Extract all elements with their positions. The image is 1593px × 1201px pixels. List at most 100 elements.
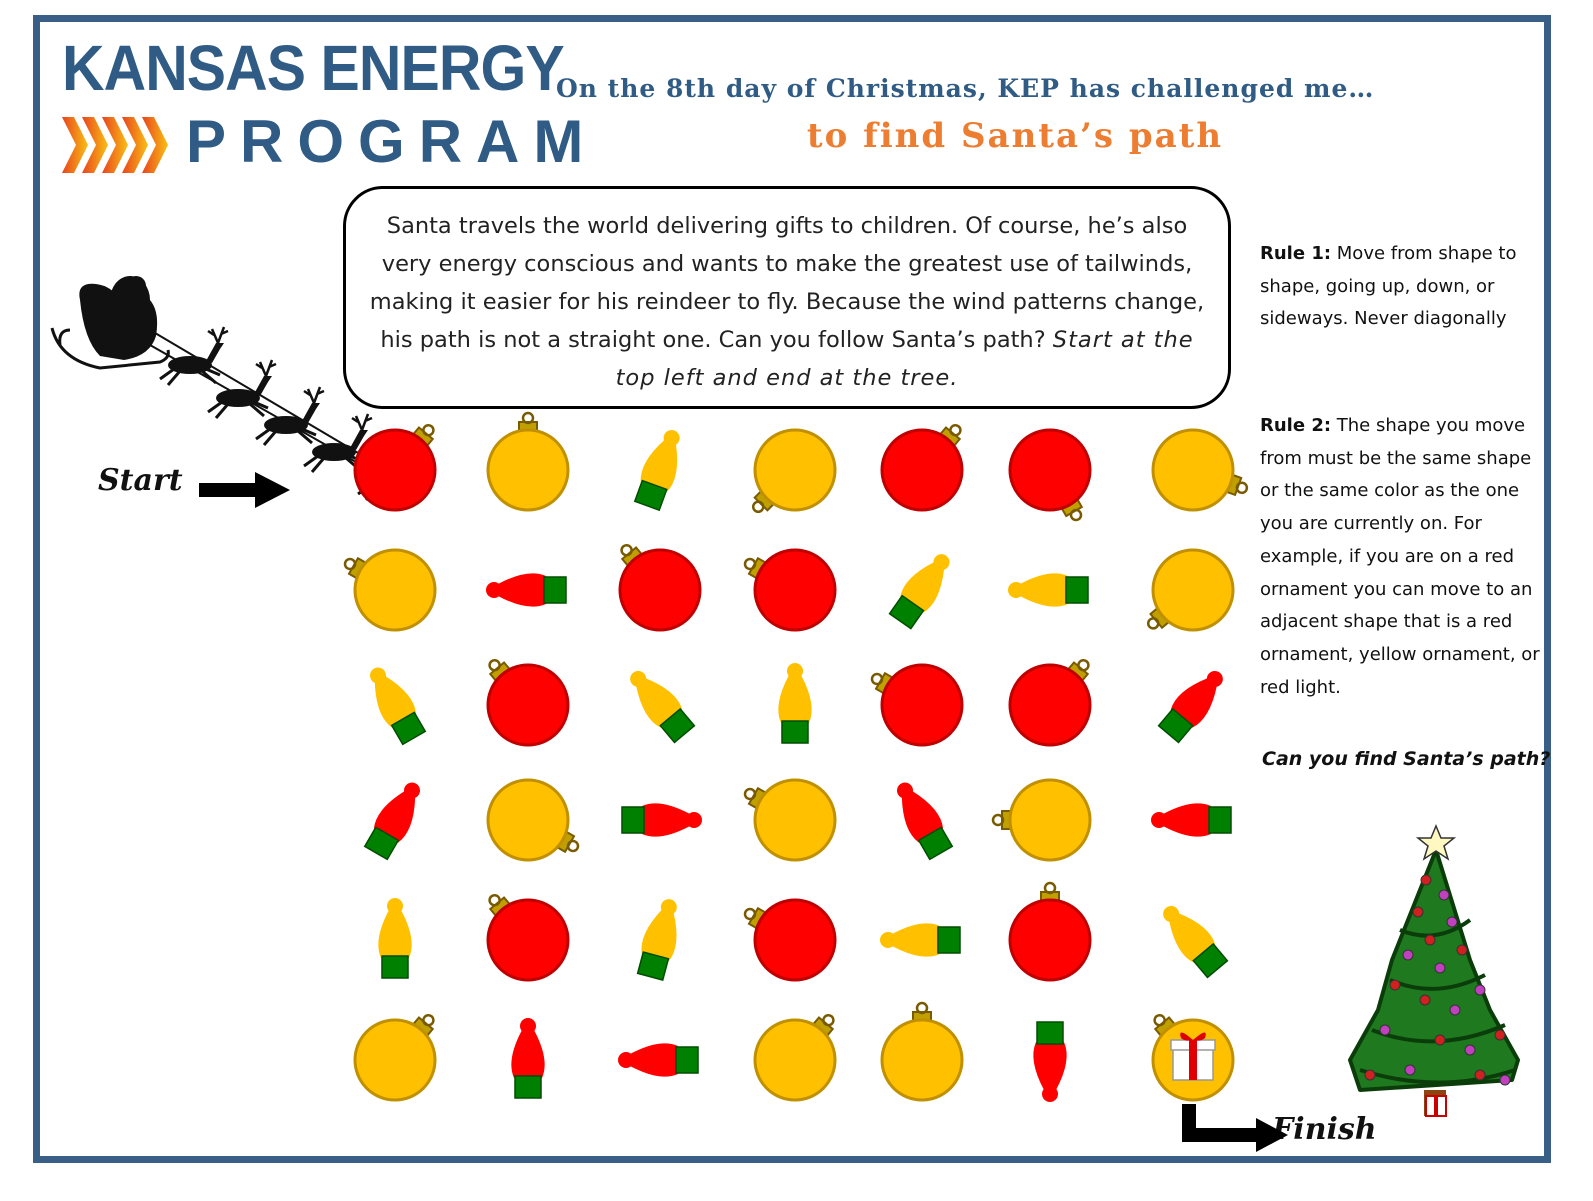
yellow-light-cell[interactable] (634, 895, 687, 981)
red-light-cell[interactable] (486, 573, 567, 607)
logo-title-line2: PROGRAM (186, 108, 598, 175)
tree-bauble-icon (1464, 1044, 1476, 1056)
tree-bauble-icon (1420, 874, 1432, 886)
intro-emphasis: Start at the top left and end at the tre… (615, 327, 1194, 391)
christmas-tree-icon (1348, 824, 1520, 1117)
red-ornament-cell[interactable] (1008, 656, 1094, 747)
ornament-ball (880, 428, 964, 512)
light-bulb-icon (363, 782, 420, 861)
red-light-cell[interactable] (621, 803, 702, 837)
red-light-cell[interactable] (1156, 662, 1233, 745)
ornament-ball (1151, 428, 1235, 512)
yellow-ornament-cell[interactable] (991, 778, 1092, 862)
red-ornament-cell[interactable] (484, 891, 570, 982)
yellow-light-cell[interactable] (1008, 573, 1089, 607)
yellow-light-cell[interactable] (1153, 897, 1230, 980)
rule-2-label: Rule 2: (1260, 415, 1332, 436)
ornament-ball (486, 428, 570, 512)
red-light-cell[interactable] (1033, 1021, 1067, 1102)
yellow-light-cell[interactable] (631, 425, 690, 512)
intro-text: Santa travels the world delivering gifts… (369, 213, 1205, 353)
tree-bauble-icon (1449, 1004, 1461, 1016)
reindeer-icon (207, 359, 277, 419)
ornament-ball (880, 663, 964, 747)
yellow-ornament-cell[interactable] (341, 548, 437, 632)
light-bulb-icon (1033, 1021, 1067, 1102)
yellow-ornament-cell[interactable] (880, 1001, 964, 1102)
question-text: Can you find Santa’s path? (1262, 748, 1551, 770)
red-light-cell[interactable] (511, 1018, 545, 1099)
tree-bauble-icon (1438, 889, 1450, 901)
light-bulb-icon (486, 573, 567, 607)
red-ornament-cell[interactable] (880, 421, 966, 512)
yellow-ornament-cell[interactable] (486, 411, 570, 512)
ornament-ball (753, 428, 837, 512)
red-ornament-cell[interactable] (1008, 881, 1092, 982)
tree-bauble-icon (1456, 944, 1468, 956)
yellow-ornament-cell[interactable] (1149, 1011, 1235, 1102)
ornament-cap-icon (1066, 658, 1090, 684)
ornament-ball (353, 548, 437, 632)
red-ornament-cell[interactable] (868, 663, 964, 747)
ornament-cap-icon (870, 671, 895, 696)
red-ornament-cell[interactable] (484, 656, 570, 747)
yellow-light-cell[interactable] (887, 546, 960, 631)
light-bulb-icon (1157, 670, 1223, 744)
ornament-ball (880, 1018, 964, 1102)
ornament-ball (486, 663, 570, 747)
yellow-ornament-cell[interactable] (1151, 428, 1250, 512)
ornament-ball (486, 778, 570, 862)
yellow-ornament-cell[interactable] (353, 1011, 439, 1102)
light-bulb-icon (1008, 573, 1089, 607)
tree-bauble-icon (1389, 979, 1401, 991)
light-bulb-icon (880, 923, 961, 957)
ornament-ball (1008, 663, 1092, 747)
red-ornament-cell[interactable] (1008, 428, 1092, 524)
yellow-ornament-cell[interactable] (741, 778, 837, 862)
rule-2-text: The shape you move from must be the same… (1260, 415, 1540, 698)
reindeer-icon (159, 326, 229, 386)
light-bulb-icon (633, 430, 680, 512)
tree-bauble-icon (1499, 1074, 1511, 1086)
yellow-ornament-cell[interactable] (486, 778, 582, 862)
red-ornament-cell[interactable] (616, 541, 702, 632)
tree-bauble-icon (1379, 1024, 1391, 1036)
light-bulb-icon (1163, 905, 1229, 979)
ornament-ball (753, 778, 837, 862)
yellow-light-cell[interactable] (620, 662, 697, 745)
rule-1-label: Rule 1: (1260, 243, 1332, 264)
ornament-ball (1008, 428, 1092, 512)
red-ornament-cell[interactable] (353, 421, 439, 512)
red-light-cell[interactable] (887, 775, 956, 861)
tree-bauble-icon (1434, 1034, 1446, 1046)
logo-title-line1: KANSAS ENERGY (62, 32, 565, 104)
intro-box: Santa travels the world delivering gifts… (343, 186, 1231, 409)
yellow-light-cell[interactable] (378, 898, 412, 979)
red-ornament-cell[interactable] (741, 898, 837, 982)
yellow-ornament-cell[interactable] (1144, 548, 1235, 634)
headline: On the 8th day of Christmas, KEP has cha… (556, 74, 1375, 103)
ornament-ball (353, 1018, 437, 1102)
light-bulb-icon (378, 898, 412, 979)
yellow-light-cell[interactable] (360, 660, 429, 746)
yellow-ornament-cell[interactable] (753, 1011, 839, 1102)
ornament-cap-icon (1224, 473, 1249, 497)
start-arrow-icon (199, 472, 290, 508)
tree-bauble-icon (1404, 1064, 1416, 1076)
red-light-cell[interactable] (1151, 803, 1232, 837)
ornament-ball (753, 548, 837, 632)
yellow-light-cell[interactable] (880, 923, 961, 957)
tree-bauble-icon (1419, 994, 1431, 1006)
yellow-light-cell[interactable] (778, 663, 812, 744)
light-bulb-icon (630, 670, 696, 744)
red-ornament-cell[interactable] (741, 548, 837, 632)
light-bulb-icon (888, 554, 950, 630)
light-bulb-icon (511, 1018, 545, 1099)
red-light-cell[interactable] (618, 1043, 699, 1077)
ornament-ball (618, 548, 702, 632)
ornament-cap-icon (1146, 606, 1172, 630)
red-light-cell[interactable] (362, 775, 431, 861)
ornament-ball (353, 428, 437, 512)
yellow-ornament-cell[interactable] (748, 428, 837, 517)
tree-bauble-icon (1412, 906, 1424, 918)
